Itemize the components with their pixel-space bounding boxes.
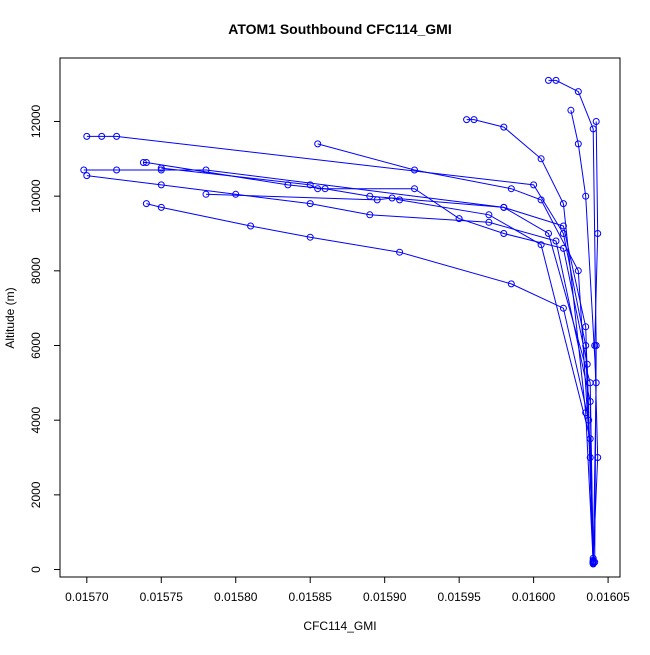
data-point bbox=[485, 211, 493, 219]
data-point bbox=[83, 172, 91, 180]
data-point bbox=[559, 304, 567, 312]
data-point bbox=[247, 222, 255, 230]
data-point bbox=[142, 159, 150, 166]
data-point bbox=[500, 230, 508, 237]
data-point bbox=[500, 203, 508, 211]
y-tick-label: 10000 bbox=[29, 179, 43, 213]
data-point bbox=[139, 159, 147, 166]
data-point bbox=[157, 166, 165, 174]
data-point bbox=[113, 132, 121, 140]
data-point bbox=[589, 558, 597, 566]
y-axis-label: Altitude (m) bbox=[3, 287, 17, 348]
data-point bbox=[157, 203, 165, 211]
data-point bbox=[306, 233, 314, 241]
y-tick-label: 6000 bbox=[29, 332, 43, 359]
data-point bbox=[567, 106, 575, 114]
data-point bbox=[530, 181, 538, 189]
data-point bbox=[396, 248, 404, 256]
series-line bbox=[143, 162, 594, 562]
x-tick-label: 0.01585 bbox=[289, 590, 333, 604]
plot-area: 0.01570 0.01575 0.01580 0.01585 0.01590 0.015… bbox=[29, 57, 630, 604]
data-point bbox=[373, 196, 381, 204]
data-point bbox=[455, 215, 463, 223]
data-point bbox=[157, 164, 165, 172]
data-point bbox=[306, 200, 314, 208]
data-point bbox=[157, 181, 165, 189]
data-point bbox=[507, 280, 515, 288]
data-point bbox=[202, 190, 210, 198]
data-point bbox=[582, 192, 590, 200]
data-point bbox=[592, 118, 600, 125]
data-point bbox=[594, 454, 602, 461]
data-point bbox=[507, 185, 515, 193]
data-point bbox=[314, 185, 322, 193]
x-axis-label: CFC114_GMI bbox=[303, 619, 376, 633]
data-point bbox=[582, 409, 590, 417]
data-point bbox=[559, 222, 567, 230]
y-tick-label: 4000 bbox=[29, 407, 43, 434]
data-point bbox=[388, 194, 396, 202]
data-point bbox=[314, 140, 322, 148]
data-point bbox=[537, 241, 545, 249]
y-tick-label: 2000 bbox=[29, 481, 43, 508]
data-point bbox=[574, 267, 582, 275]
data-point bbox=[586, 454, 594, 461]
y-tick-label: 12000 bbox=[29, 104, 43, 138]
data-point bbox=[485, 218, 493, 226]
series-line bbox=[146, 203, 594, 563]
series-line bbox=[570, 110, 597, 563]
data-point bbox=[591, 342, 599, 349]
data-point bbox=[545, 230, 552, 237]
data-point bbox=[594, 230, 602, 237]
data-point bbox=[80, 166, 88, 174]
series-line bbox=[466, 119, 594, 563]
chart-title: ATOM1 Southbound CFC114_GMI bbox=[228, 21, 452, 37]
series-line bbox=[317, 143, 594, 564]
series-line bbox=[592, 121, 599, 563]
data-point bbox=[586, 398, 594, 405]
y-tick-label: 8000 bbox=[29, 257, 43, 284]
data-point bbox=[306, 181, 314, 189]
x-tick-label: 0.01600 bbox=[512, 590, 556, 604]
x-tick-label: 0.01605 bbox=[586, 590, 630, 604]
data-point bbox=[500, 123, 508, 131]
data-point bbox=[113, 166, 121, 174]
x-tick-label: 0.01580 bbox=[214, 590, 258, 604]
data-point bbox=[396, 196, 404, 204]
data-point bbox=[142, 200, 150, 208]
data-point bbox=[552, 76, 560, 84]
series-line bbox=[86, 135, 594, 559]
data-point bbox=[559, 200, 567, 208]
data-point bbox=[574, 140, 582, 148]
x-tick-label: 0.01595 bbox=[437, 590, 481, 604]
data-point bbox=[552, 237, 560, 245]
x-tick-label: 0.01575 bbox=[140, 590, 184, 604]
data-point bbox=[537, 196, 545, 204]
data-point bbox=[470, 116, 478, 124]
data-point bbox=[232, 190, 240, 198]
data-point bbox=[411, 185, 418, 193]
x-tick-label: 0.01570 bbox=[65, 590, 109, 604]
data-point bbox=[537, 155, 545, 163]
y-tick-label: 0 bbox=[29, 566, 43, 573]
data-point bbox=[574, 88, 582, 96]
data-point bbox=[98, 132, 106, 140]
plot-frame bbox=[59, 57, 621, 578]
data-point bbox=[366, 211, 374, 219]
data-point bbox=[411, 166, 418, 174]
series-line bbox=[205, 193, 594, 564]
data-point bbox=[545, 76, 552, 84]
data-point bbox=[582, 323, 590, 331]
data-point bbox=[83, 132, 91, 140]
data-point bbox=[463, 116, 471, 124]
x-tick-label: 0.01590 bbox=[363, 590, 407, 604]
